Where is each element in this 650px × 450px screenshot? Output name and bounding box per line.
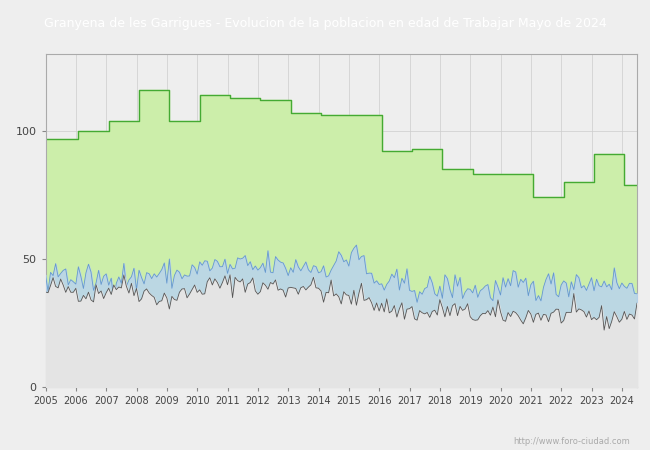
Text: Granyena de les Garrigues - Evolucion de la poblacion en edad de Trabajar Mayo d: Granyena de les Garrigues - Evolucion de… [44,17,606,30]
Text: http://www.foro-ciudad.com: http://www.foro-ciudad.com [514,436,630,446]
